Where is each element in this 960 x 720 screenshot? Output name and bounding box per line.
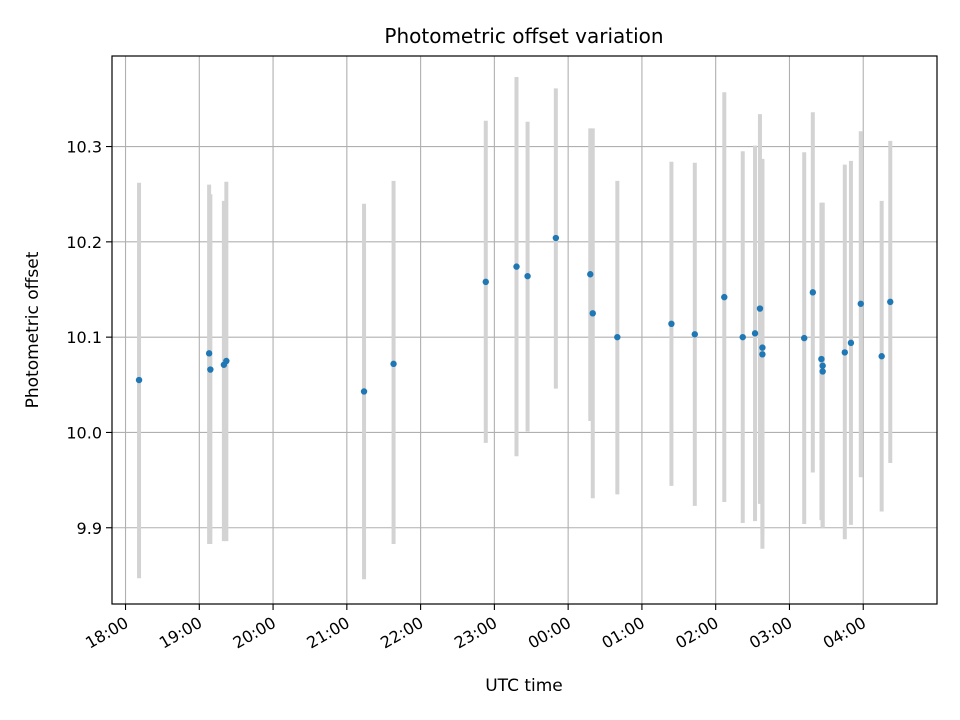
data-point <box>390 360 397 368</box>
data-point <box>818 355 825 363</box>
data-point <box>360 388 368 395</box>
y-axis-label: Photometric offset <box>23 251 43 408</box>
data-point <box>482 278 489 286</box>
data-point <box>751 330 759 337</box>
data-point <box>668 320 675 328</box>
data-point <box>721 293 728 301</box>
data-point <box>759 344 766 351</box>
data-point <box>759 351 766 358</box>
y-axis: 9.9 10.0 10.1 10.2 10.3 <box>66 138 112 538</box>
grid <box>112 56 937 604</box>
x-axis-label: UTC time <box>485 676 563 696</box>
y-tick-label: 10.3 <box>66 138 102 157</box>
data-point <box>135 376 143 384</box>
data-points <box>135 234 894 395</box>
data-point <box>809 289 817 296</box>
data-point <box>847 339 855 347</box>
data-point <box>614 333 621 341</box>
data-point <box>207 366 214 373</box>
data-point <box>801 334 808 342</box>
data-point <box>524 272 531 280</box>
data-point <box>756 305 764 312</box>
data-point <box>513 263 520 270</box>
data-point <box>739 333 746 341</box>
data-point <box>587 271 594 278</box>
y-tick-label: 10.2 <box>66 233 102 252</box>
data-point <box>878 353 885 360</box>
data-point <box>691 331 698 338</box>
data-point <box>857 300 864 307</box>
y-tick-label: 10.0 <box>66 423 102 442</box>
data-point <box>223 357 230 365</box>
plot-frame <box>111 55 938 605</box>
data-point <box>205 350 213 357</box>
data-point <box>841 349 848 356</box>
chart-title: Photometric offset variation <box>384 24 663 48</box>
data-point <box>887 298 894 306</box>
y-tick-label: 10.1 <box>66 328 102 347</box>
data-point <box>589 310 596 317</box>
data-point <box>552 234 560 242</box>
y-tick-label: 9.9 <box>77 519 102 538</box>
data-point <box>819 362 826 369</box>
data-point <box>819 368 826 375</box>
